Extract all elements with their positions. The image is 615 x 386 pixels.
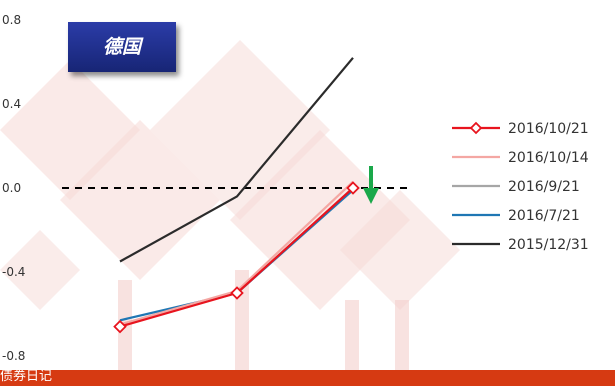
y-axis: 0.8 0.4 0.0 -0.4 -0.8	[2, 13, 25, 363]
y-tick-label: 0.8	[2, 13, 21, 27]
down-arrow-head	[363, 188, 379, 204]
legend-label: 2016/9/21	[508, 179, 580, 195]
y-tick-label: -0.8	[2, 349, 25, 363]
legend: 2016/10/21 2016/10/14 2016/9/21 2016/7/21 20…	[452, 121, 589, 253]
legend-label: 2016/10/21	[508, 121, 589, 137]
footer-bar	[0, 370, 615, 386]
footer-text: 债券日记	[0, 369, 53, 384]
legend-label: 2016/7/21	[508, 208, 580, 224]
series-line	[119, 57, 354, 263]
legend-label: 2016/10/14	[508, 150, 589, 166]
chart-title: 德国	[102, 36, 141, 58]
title-box: 德国	[68, 22, 176, 72]
y-tick-label: -0.4	[2, 265, 25, 279]
legend-marker	[469, 121, 483, 135]
data-point	[230, 286, 244, 300]
data-point	[346, 181, 360, 195]
legend-label: 2015/12/31	[508, 237, 589, 253]
y-tick-label: 0.4	[2, 97, 21, 111]
data-point	[113, 319, 127, 334]
watermark	[0, 40, 460, 370]
annotation-layer	[363, 166, 379, 204]
series-layer	[113, 57, 360, 334]
y-tick-label: 0.0	[2, 181, 21, 195]
